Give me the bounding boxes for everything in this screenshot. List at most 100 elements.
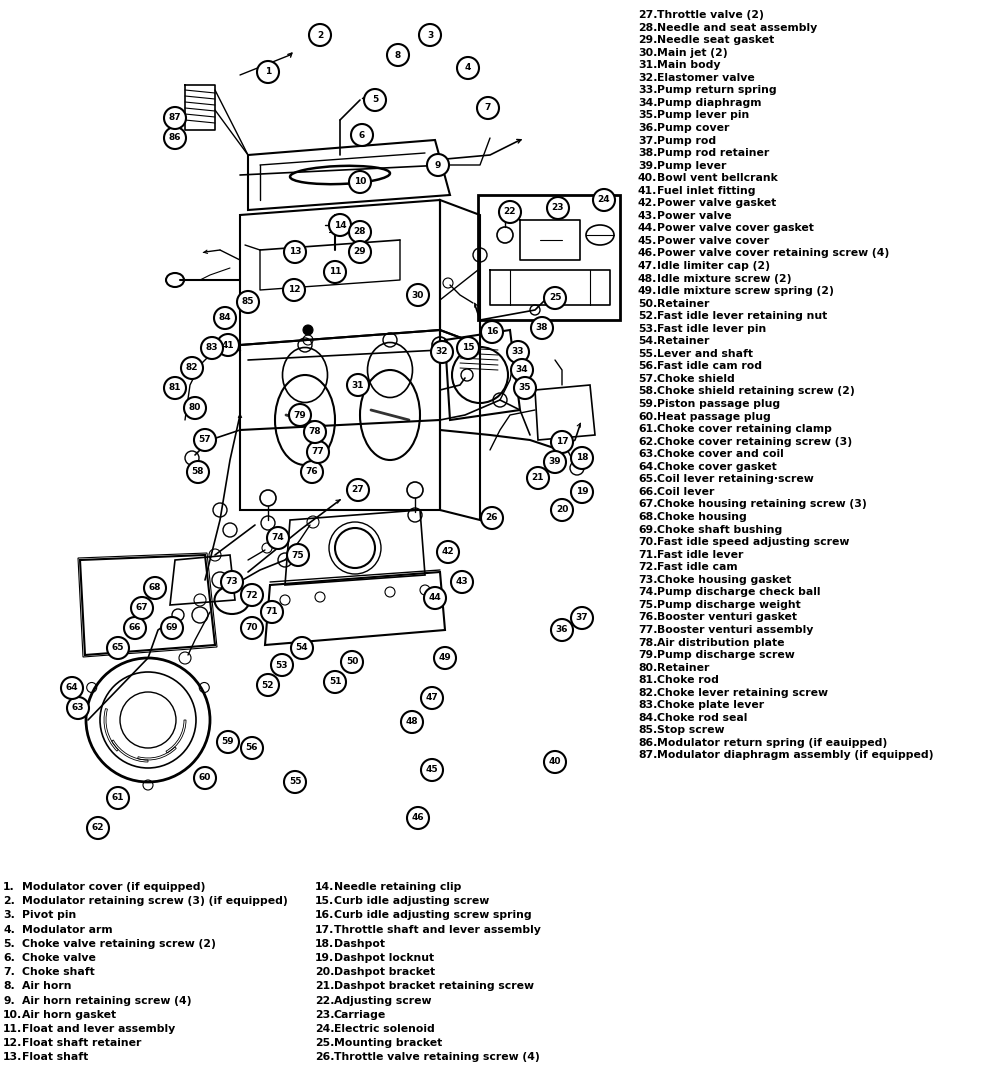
Circle shape <box>347 480 369 501</box>
Circle shape <box>164 107 186 129</box>
Text: 1: 1 <box>265 67 271 77</box>
Circle shape <box>457 57 479 79</box>
Text: Float and lever assembly: Float and lever assembly <box>22 1024 175 1034</box>
Circle shape <box>161 617 183 639</box>
Text: 32: 32 <box>436 348 448 356</box>
Circle shape <box>451 571 473 593</box>
Circle shape <box>201 337 223 359</box>
Text: Choke shaft: Choke shaft <box>22 968 95 977</box>
Text: Float shaft: Float shaft <box>22 1052 88 1063</box>
Text: Booster venturi assembly: Booster venturi assembly <box>657 625 813 635</box>
Text: 30: 30 <box>412 291 424 299</box>
Text: 25.: 25. <box>315 1038 334 1049</box>
Text: 24: 24 <box>598 195 610 204</box>
Text: 85: 85 <box>242 297 254 307</box>
Text: 61.: 61. <box>638 424 657 434</box>
Circle shape <box>164 377 186 399</box>
Text: 4: 4 <box>465 64 471 72</box>
Text: 55.: 55. <box>638 349 657 359</box>
Text: Elastomer valve: Elastomer valve <box>657 72 755 83</box>
Text: 59: 59 <box>222 738 234 746</box>
Text: 6.: 6. <box>3 953 15 963</box>
Text: Choke rod: Choke rod <box>657 675 719 685</box>
Text: 80.: 80. <box>638 663 657 673</box>
Text: 65.: 65. <box>638 474 657 484</box>
Text: Idle mixture screw (2): Idle mixture screw (2) <box>657 273 792 284</box>
Text: 4.: 4. <box>3 924 15 934</box>
Text: Throttle valve (2): Throttle valve (2) <box>657 10 764 21</box>
Text: 66: 66 <box>129 623 141 633</box>
Circle shape <box>124 617 146 639</box>
Circle shape <box>424 588 446 609</box>
Text: 85.: 85. <box>638 726 657 735</box>
Text: 28: 28 <box>354 228 366 237</box>
Text: Curb idle adjusting screw: Curb idle adjusting screw <box>334 896 489 906</box>
Text: Curb idle adjusting screw spring: Curb idle adjusting screw spring <box>334 910 532 920</box>
Text: 70: 70 <box>246 623 258 633</box>
Text: 63: 63 <box>72 703 84 713</box>
Text: 69: 69 <box>166 623 178 633</box>
Text: 67.: 67. <box>638 499 658 510</box>
Text: Modulator retaining screw (3) (if equipped): Modulator retaining screw (3) (if equipp… <box>22 896 288 906</box>
Text: Throttle shaft and lever assembly: Throttle shaft and lever assembly <box>334 924 541 934</box>
Text: 59.: 59. <box>638 399 657 409</box>
Circle shape <box>303 325 313 335</box>
Text: 83: 83 <box>206 343 218 352</box>
Text: 21: 21 <box>532 473 544 483</box>
Circle shape <box>291 637 313 659</box>
Text: Modulator diaphragm assembly (if equipped): Modulator diaphragm assembly (if equippe… <box>657 751 934 760</box>
Text: 65: 65 <box>112 644 124 652</box>
Text: Float shaft retainer: Float shaft retainer <box>22 1038 141 1049</box>
Text: Choke housing gasket: Choke housing gasket <box>657 575 791 584</box>
Circle shape <box>457 337 479 359</box>
Text: 47: 47 <box>426 693 438 702</box>
Text: 43: 43 <box>456 578 468 586</box>
Text: 35: 35 <box>519 383 531 392</box>
Circle shape <box>184 397 206 419</box>
Text: 36.: 36. <box>638 123 658 133</box>
Circle shape <box>267 527 289 549</box>
Circle shape <box>237 291 259 313</box>
Text: 26: 26 <box>486 513 498 523</box>
Text: 73: 73 <box>226 578 238 586</box>
Text: 20.: 20. <box>315 968 334 977</box>
Text: 86.: 86. <box>638 738 657 748</box>
Text: 38: 38 <box>536 324 548 333</box>
Text: Mounting bracket: Mounting bracket <box>334 1038 442 1049</box>
Circle shape <box>301 461 323 483</box>
Text: Fast idle speed adjusting screw: Fast idle speed adjusting screw <box>657 537 849 548</box>
Text: 74.: 74. <box>638 588 658 597</box>
Text: 44: 44 <box>429 594 441 603</box>
Text: 79.: 79. <box>638 650 657 660</box>
Circle shape <box>427 154 449 176</box>
Text: 82.: 82. <box>638 688 657 698</box>
Text: 56.: 56. <box>638 362 657 372</box>
Text: Choke cover retaining screw (3): Choke cover retaining screw (3) <box>657 436 852 447</box>
Circle shape <box>551 619 573 642</box>
Circle shape <box>481 507 503 529</box>
Circle shape <box>107 787 129 809</box>
Circle shape <box>544 751 566 773</box>
Text: Power valve: Power valve <box>657 211 732 220</box>
Circle shape <box>499 201 521 222</box>
Text: 48.: 48. <box>638 273 657 284</box>
Text: 74: 74 <box>272 534 284 542</box>
Text: 54: 54 <box>296 644 308 652</box>
Text: Choke rod seal: Choke rod seal <box>657 713 747 723</box>
Text: Needle seat gasket: Needle seat gasket <box>657 35 774 45</box>
Text: 23: 23 <box>552 203 564 213</box>
Text: 5.: 5. <box>3 939 15 949</box>
Text: 12: 12 <box>288 285 300 295</box>
Text: Pump rod: Pump rod <box>657 135 716 146</box>
Text: 64.: 64. <box>638 462 658 472</box>
Text: Heat passage plug: Heat passage plug <box>657 411 771 421</box>
Circle shape <box>284 241 306 264</box>
Text: Modulator arm: Modulator arm <box>22 924 113 934</box>
Text: 34.: 34. <box>638 98 658 108</box>
Text: 69.: 69. <box>638 525 657 535</box>
Circle shape <box>221 571 243 593</box>
Text: 15.: 15. <box>315 896 334 906</box>
Text: 20: 20 <box>556 505 568 514</box>
Text: 50.: 50. <box>638 299 657 309</box>
Text: Stop screw: Stop screw <box>657 726 724 735</box>
